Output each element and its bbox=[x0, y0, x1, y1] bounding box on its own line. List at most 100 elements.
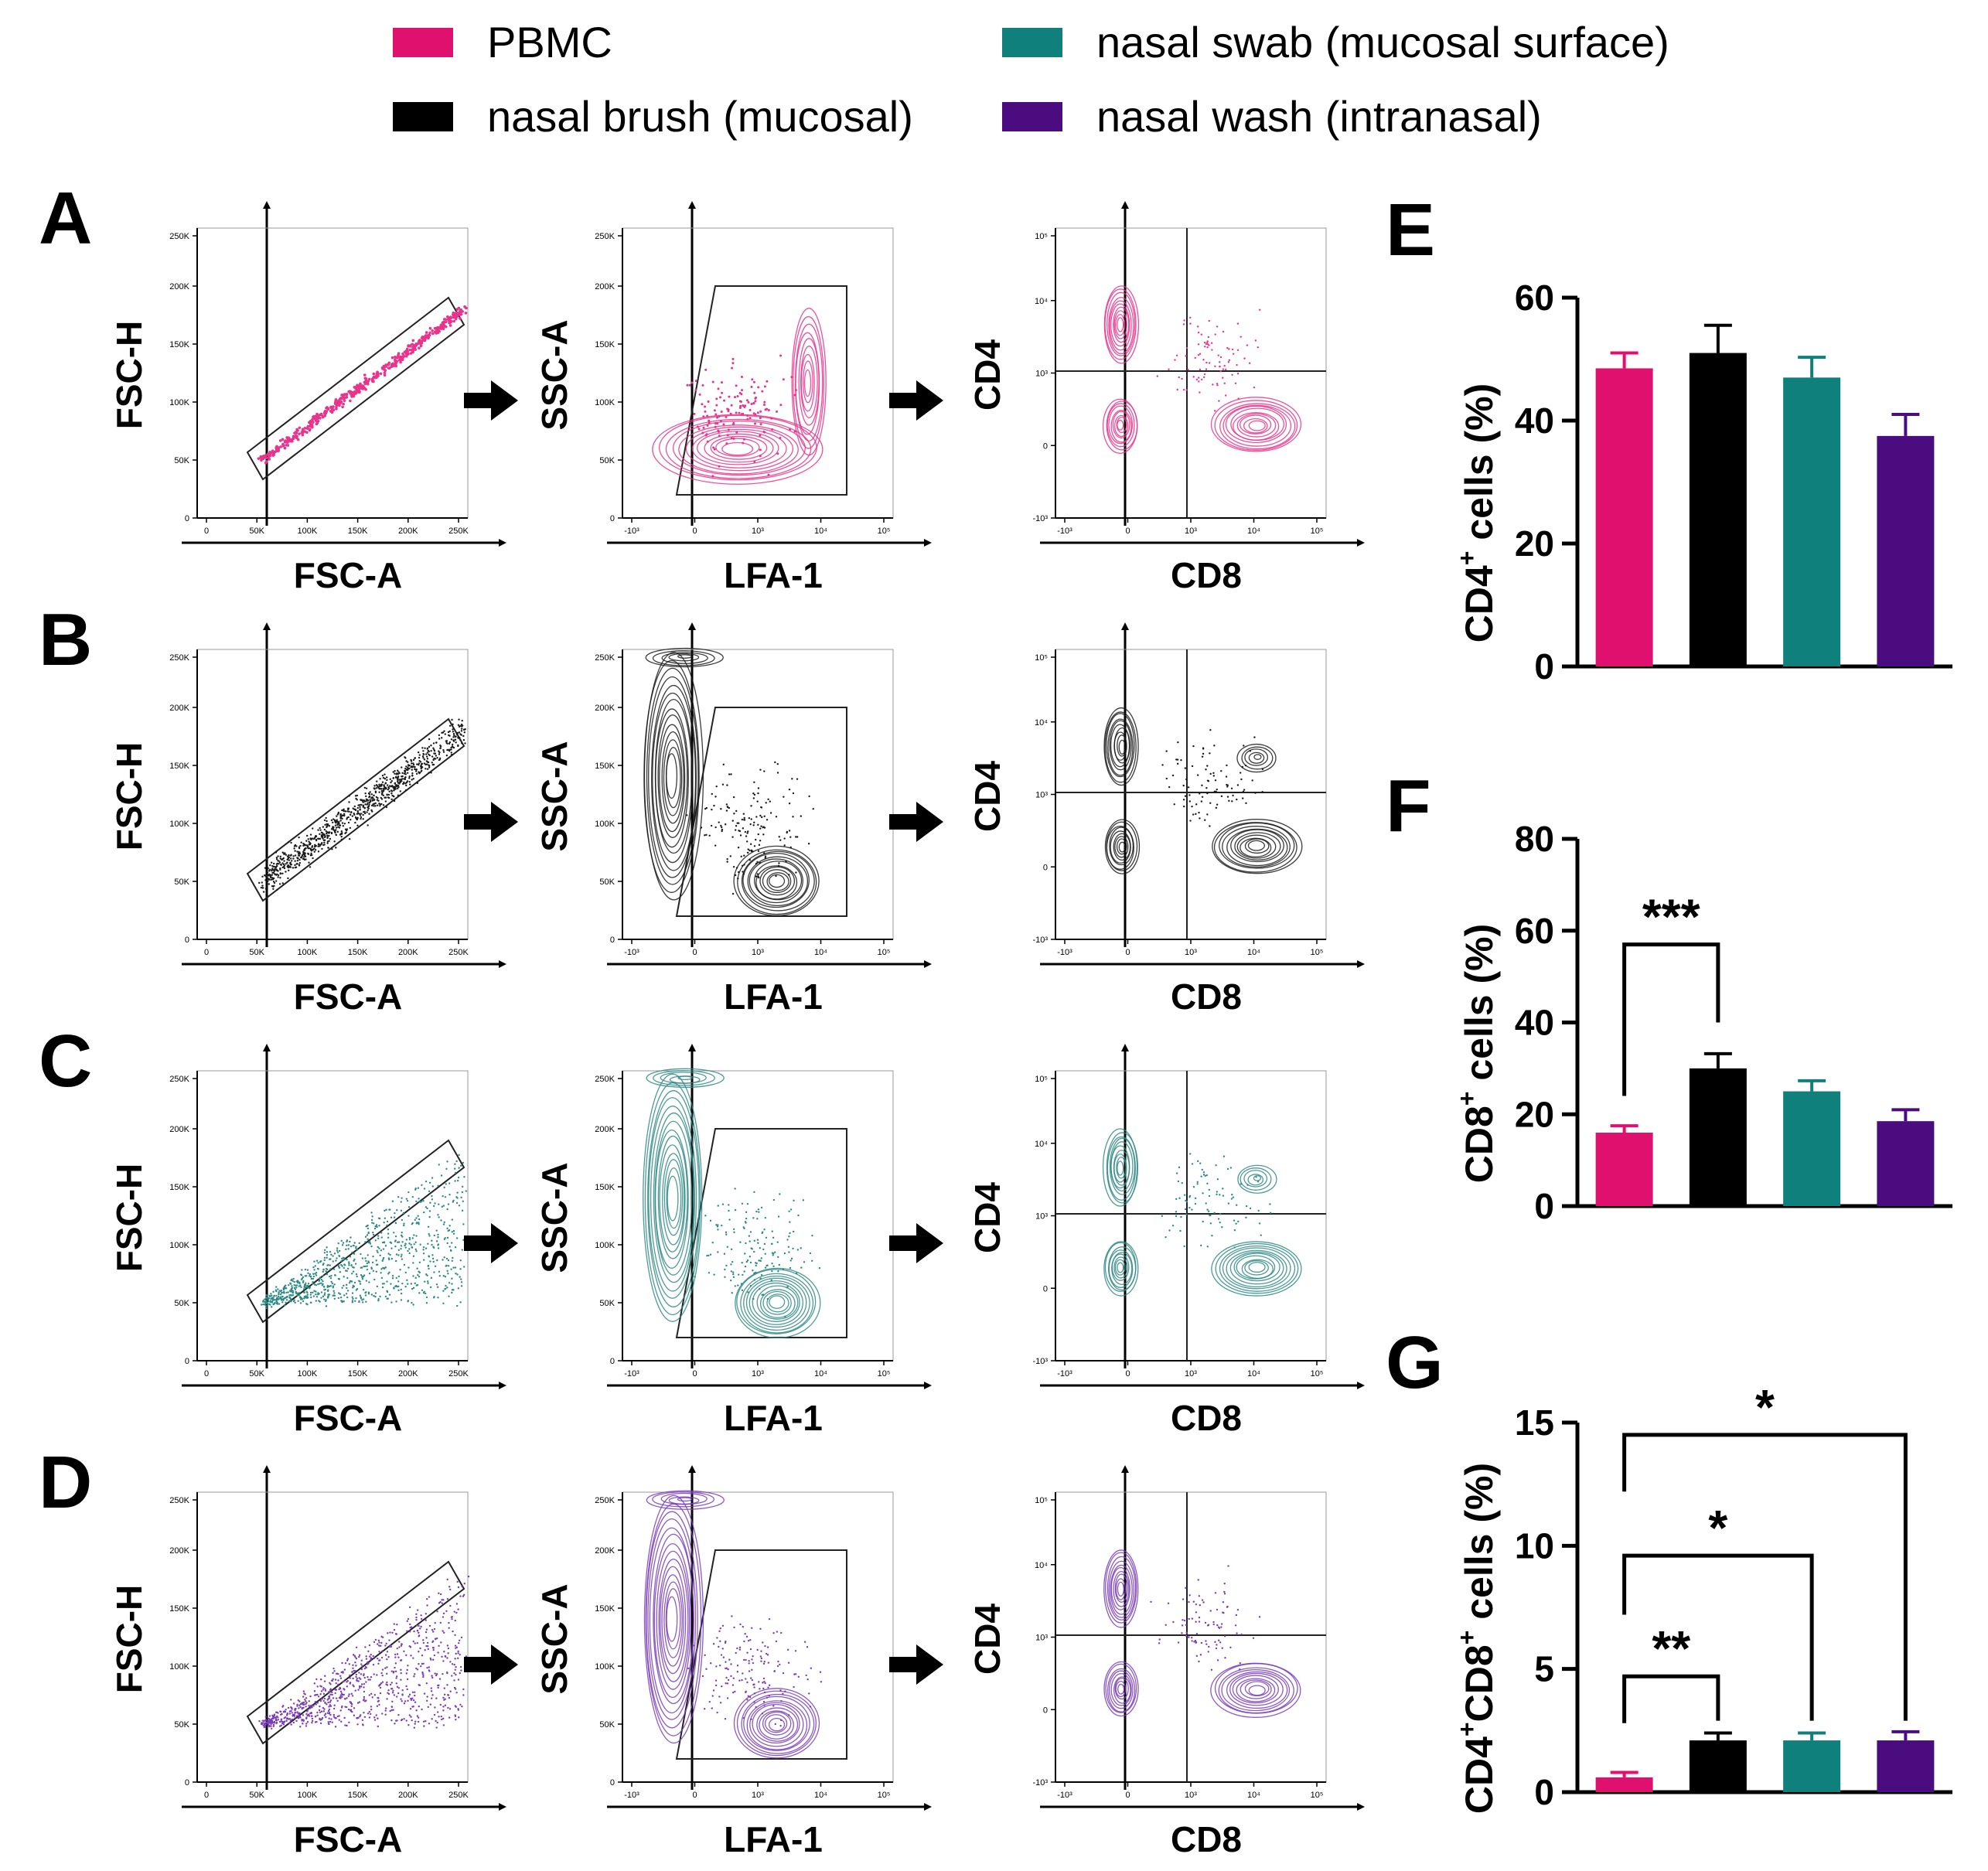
event-dot bbox=[390, 1687, 394, 1690]
event-dot bbox=[742, 412, 745, 415]
event-dot bbox=[298, 1292, 301, 1294]
event-dot bbox=[378, 785, 381, 788]
event-dot bbox=[381, 1259, 384, 1263]
event-dot bbox=[403, 1702, 406, 1705]
event-dot bbox=[407, 1266, 410, 1269]
contour-line bbox=[1104, 819, 1141, 874]
contour-line bbox=[1243, 1170, 1268, 1188]
event-dot bbox=[734, 396, 737, 399]
event-dot bbox=[327, 1263, 329, 1266]
event-dot bbox=[309, 419, 312, 423]
event-dot bbox=[285, 436, 288, 439]
contour-line bbox=[659, 724, 686, 833]
contour-line bbox=[745, 1277, 807, 1328]
event-dot bbox=[455, 1673, 457, 1676]
event-dot bbox=[445, 1257, 448, 1260]
event-dot bbox=[434, 758, 437, 760]
event-dot bbox=[1214, 365, 1216, 368]
event-dot bbox=[422, 1200, 425, 1202]
event-dot bbox=[268, 1722, 271, 1724]
event-dot bbox=[457, 724, 460, 726]
event-dot bbox=[410, 760, 413, 762]
event-dot bbox=[377, 1643, 379, 1645]
event-dot bbox=[301, 1719, 303, 1722]
event-dot bbox=[731, 362, 735, 365]
event-dot bbox=[1181, 1632, 1183, 1634]
event-dot bbox=[451, 1617, 453, 1621]
event-dot bbox=[711, 1695, 714, 1697]
contour-line bbox=[1210, 397, 1302, 452]
event-dot bbox=[293, 1715, 296, 1717]
event-dot bbox=[330, 828, 333, 830]
event-dot bbox=[394, 1235, 397, 1238]
event-dot bbox=[393, 799, 396, 803]
y-tick-label: 100K bbox=[595, 398, 615, 407]
event-dot bbox=[725, 1233, 728, 1235]
event-dot bbox=[270, 1293, 272, 1295]
event-dot bbox=[704, 410, 707, 413]
event-dot bbox=[745, 1678, 747, 1680]
event-dot bbox=[1251, 779, 1253, 782]
event-dot bbox=[355, 1675, 357, 1678]
event-dot bbox=[751, 1658, 753, 1661]
event-dot bbox=[347, 1248, 350, 1250]
event-dot bbox=[449, 1249, 452, 1252]
event-dot bbox=[442, 1195, 444, 1198]
contour-line bbox=[1248, 1262, 1266, 1273]
event-dot bbox=[718, 1630, 721, 1633]
event-dot bbox=[750, 805, 752, 807]
event-dot bbox=[760, 825, 762, 827]
event-dot bbox=[371, 1222, 373, 1224]
event-dot bbox=[332, 821, 334, 823]
event-dot bbox=[441, 1602, 444, 1604]
event-dot bbox=[385, 1208, 387, 1211]
event-dot bbox=[265, 1297, 268, 1300]
event-dot bbox=[400, 1234, 403, 1237]
contour-line bbox=[1248, 420, 1266, 431]
event-dot bbox=[290, 1699, 292, 1701]
event-dot bbox=[700, 826, 703, 829]
x-tick-label: 0 bbox=[1125, 948, 1130, 957]
event-dot bbox=[372, 1233, 375, 1236]
event-dot bbox=[1182, 1619, 1184, 1621]
event-dot bbox=[335, 826, 338, 829]
contour-line bbox=[766, 1293, 789, 1313]
event-dot bbox=[455, 1196, 458, 1198]
event-dot bbox=[375, 796, 378, 799]
event-dot bbox=[394, 1670, 397, 1673]
event-dot bbox=[345, 1269, 347, 1272]
event-dot bbox=[793, 430, 796, 433]
event-dot bbox=[354, 816, 357, 819]
event-dot bbox=[341, 405, 344, 409]
event-dot bbox=[362, 1301, 364, 1304]
event-dot bbox=[423, 758, 426, 761]
event-dot bbox=[317, 1268, 319, 1270]
event-dot bbox=[743, 438, 746, 441]
event-dot bbox=[301, 1269, 303, 1271]
event-dot bbox=[433, 1713, 436, 1716]
significance-label: * bbox=[1708, 1500, 1727, 1556]
event-dot bbox=[1188, 1594, 1191, 1597]
event-dot bbox=[381, 1241, 384, 1244]
event-dot bbox=[1240, 778, 1243, 781]
bar bbox=[1783, 1740, 1841, 1792]
event-dot bbox=[373, 803, 376, 805]
event-dot bbox=[705, 1668, 708, 1670]
event-dot bbox=[365, 1666, 367, 1669]
event-dot bbox=[789, 1232, 791, 1235]
contour-line bbox=[1234, 832, 1281, 861]
event-dot bbox=[350, 1264, 353, 1267]
event-dot bbox=[461, 1585, 463, 1588]
event-dot bbox=[442, 1717, 445, 1720]
contour-line bbox=[652, 692, 694, 864]
event-dot bbox=[1226, 1167, 1229, 1171]
contour-line bbox=[1113, 727, 1130, 764]
event-dot bbox=[309, 1705, 312, 1707]
event-dot bbox=[1255, 1176, 1257, 1178]
contour-line bbox=[756, 1285, 799, 1320]
event-dot bbox=[348, 1693, 350, 1695]
gating-arrow bbox=[889, 802, 943, 842]
event-dot bbox=[324, 1675, 326, 1677]
event-dot bbox=[286, 865, 288, 868]
event-dot bbox=[353, 808, 356, 811]
